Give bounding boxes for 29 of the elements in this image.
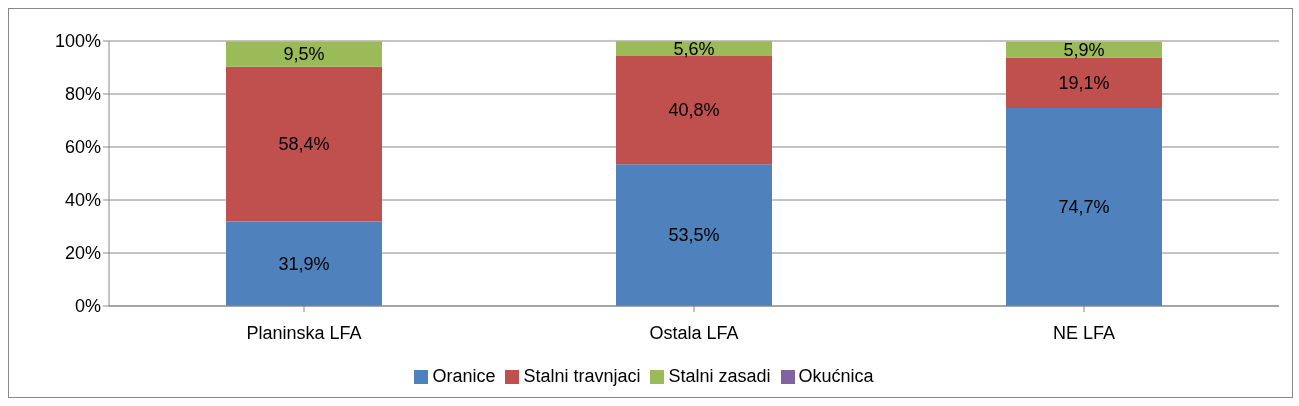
y-tick-label: 60% <box>64 137 101 158</box>
y-tick-label: 80% <box>64 84 101 105</box>
y-tick-label: 100% <box>54 31 101 52</box>
x-tick-label: Ostala LFA <box>649 322 739 343</box>
legend-label: Stalni zasadi <box>668 366 771 386</box>
data-label: 9,5% <box>283 44 325 65</box>
data-label: 74,7% <box>1058 197 1110 218</box>
data-label: 5,6% <box>673 38 715 59</box>
bar <box>1006 57 1162 109</box>
legend-label: Okućnica <box>798 366 874 386</box>
data-label: 40,8% <box>668 100 720 121</box>
bar <box>226 221 382 306</box>
bar <box>616 56 772 165</box>
bar <box>226 66 382 222</box>
data-label: 19,1% <box>1058 72 1110 93</box>
data-label: 5,9% <box>1063 39 1105 60</box>
y-tick-label: 20% <box>64 243 101 264</box>
x-tick-label: NE LFA <box>1052 322 1116 343</box>
y-tick-label: 40% <box>64 190 101 211</box>
data-label: 53,5% <box>668 225 720 246</box>
x-tick-label: Planinska LFA <box>246 322 362 343</box>
bar <box>616 164 772 306</box>
bar <box>226 41 382 67</box>
data-label: 58,4% <box>278 134 330 155</box>
data-label: 31,9% <box>278 253 330 274</box>
legend-label: Stalni travnjaci <box>523 366 641 386</box>
bar <box>1006 108 1162 306</box>
y-tick-label: 0% <box>74 296 101 317</box>
legend-label: Oranice <box>432 366 496 386</box>
